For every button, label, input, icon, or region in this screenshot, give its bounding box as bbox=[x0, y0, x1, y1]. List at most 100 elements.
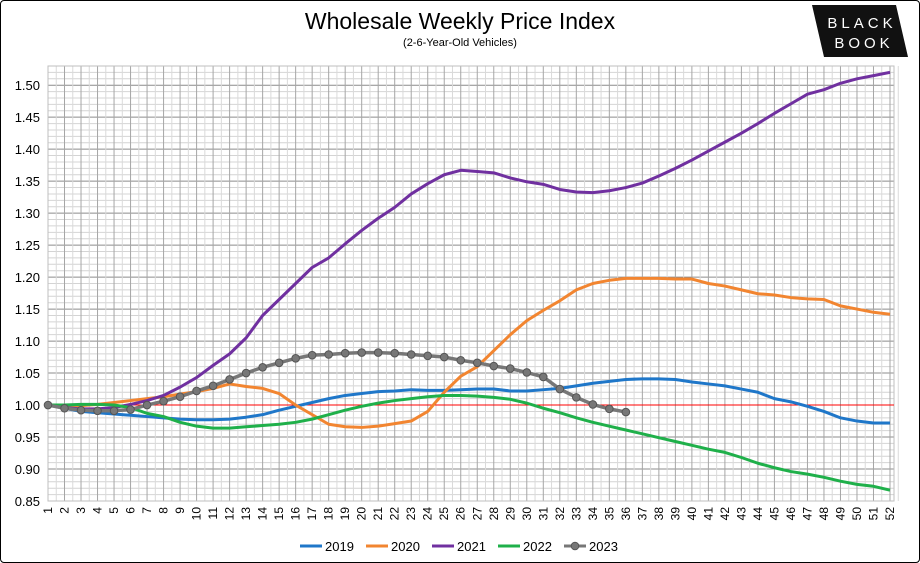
black-book-logo: BLACK BOOK bbox=[812, 5, 908, 57]
data-point-2023 bbox=[588, 400, 598, 409]
x-tick-label: 23 bbox=[404, 507, 418, 521]
legend-label-2021: 2021 bbox=[457, 539, 486, 554]
legend: 2019 2020 2021 2022 2023 bbox=[300, 539, 618, 554]
x-tick-label: 26 bbox=[454, 507, 468, 521]
x-tick-label: 25 bbox=[437, 507, 451, 521]
x-tick-label: 51 bbox=[866, 507, 880, 521]
legend-label-2020: 2020 bbox=[391, 539, 420, 554]
x-tick-label: 12 bbox=[223, 507, 237, 521]
x-tick-label: 21 bbox=[371, 507, 385, 521]
chart-title: Wholesale Weekly Price Index bbox=[304, 8, 616, 34]
x-tick-label: 3 bbox=[74, 507, 88, 514]
x-tick-label: 22 bbox=[388, 507, 402, 521]
y-tick-label: 1.30 bbox=[15, 206, 40, 221]
data-point-2023 bbox=[456, 355, 466, 365]
data-point-2023 bbox=[142, 400, 152, 410]
data-point-2023 bbox=[423, 351, 433, 361]
plot-area-border bbox=[47, 65, 895, 502]
series-line-2022 bbox=[48, 393, 891, 492]
y-tick-label: 1.45 bbox=[15, 110, 40, 125]
x-tick-label: 37 bbox=[635, 507, 649, 521]
series-line-2019 bbox=[47, 377, 890, 425]
data-point-2023 bbox=[522, 368, 532, 377]
data-point-2023 bbox=[109, 406, 119, 416]
data-point-2023 bbox=[126, 405, 135, 414]
data-point-2023 bbox=[555, 384, 565, 394]
chart-subtitle: (2-6-Year-Old Vehicles) bbox=[403, 37, 517, 49]
x-tick-label: 14 bbox=[256, 507, 270, 521]
x-tick-label: 15 bbox=[272, 507, 286, 521]
data-point-2023 bbox=[505, 364, 515, 373]
y-tick-label: 0.85 bbox=[15, 494, 40, 509]
x-tick-label: 9 bbox=[173, 507, 187, 514]
x-tick-label: 5 bbox=[107, 507, 121, 514]
x-tick-label: 39 bbox=[668, 507, 682, 521]
y-tick-label: 1.35 bbox=[15, 174, 40, 189]
data-point-2023 bbox=[258, 363, 267, 372]
x-tick-label: 38 bbox=[652, 507, 666, 521]
x-tick-label: 46 bbox=[784, 507, 798, 521]
y-tick-label: 1.40 bbox=[15, 142, 40, 157]
x-tick-label: 2 bbox=[58, 507, 72, 514]
x-tick-label: 32 bbox=[553, 507, 567, 521]
y-tick-label: 1.20 bbox=[15, 270, 40, 285]
x-tick-label: 52 bbox=[883, 507, 897, 521]
data-point-2023 bbox=[373, 348, 383, 357]
x-tick-label: 45 bbox=[767, 507, 781, 521]
y-tick-label: 1.10 bbox=[15, 334, 40, 349]
svg-text:BOOK: BOOK bbox=[834, 35, 893, 52]
data-point-2023 bbox=[291, 354, 300, 363]
data-point-2023 bbox=[324, 350, 333, 359]
data-point-2023 bbox=[390, 348, 400, 358]
data-point-2023 bbox=[208, 381, 218, 391]
x-tick-label: 16 bbox=[289, 507, 303, 521]
legend-label-2022: 2022 bbox=[523, 539, 552, 554]
x-tick-label: 29 bbox=[503, 507, 517, 521]
legend-label-2023: 2023 bbox=[589, 539, 618, 554]
data-point-2023 bbox=[489, 361, 499, 371]
data-point-2023 bbox=[621, 407, 631, 417]
x-tick-label: 47 bbox=[800, 507, 814, 521]
legend-label-2019: 2019 bbox=[325, 539, 354, 554]
x-tick-label: 42 bbox=[718, 507, 732, 521]
x-tick-label: 10 bbox=[190, 507, 204, 521]
x-tick-label: 4 bbox=[91, 507, 105, 514]
data-point-2023 bbox=[60, 403, 69, 413]
x-tick-label: 31 bbox=[536, 507, 550, 521]
x-tick-label: 44 bbox=[751, 507, 765, 521]
data-point-2023 bbox=[605, 404, 614, 414]
data-point-2023 bbox=[175, 392, 185, 402]
x-tick-label: 8 bbox=[157, 507, 171, 514]
x-tick-label: 17 bbox=[305, 507, 319, 521]
x-tick-label: 34 bbox=[586, 507, 600, 521]
data-point-2023 bbox=[538, 372, 548, 382]
data-point-2023 bbox=[192, 386, 201, 396]
x-tick-label: 7 bbox=[140, 507, 154, 514]
x-tick-label: 50 bbox=[850, 507, 864, 521]
svg-text:BLACK: BLACK bbox=[827, 15, 896, 32]
x-tick-label: 13 bbox=[239, 507, 253, 521]
grid bbox=[47, 65, 899, 502]
data-point-2023 bbox=[340, 348, 350, 358]
data-point-2023 bbox=[274, 358, 284, 368]
data-point-2023 bbox=[406, 350, 416, 359]
data-point-2023 bbox=[307, 350, 317, 360]
data-point-2023 bbox=[241, 368, 251, 378]
x-tick-label: 49 bbox=[833, 507, 847, 521]
x-tick-label: 35 bbox=[602, 507, 616, 521]
x-tick-label: 24 bbox=[421, 507, 435, 521]
data-point-2023 bbox=[357, 348, 366, 357]
y-tick-label: 0.95 bbox=[15, 430, 40, 445]
data-point-2023 bbox=[43, 400, 53, 410]
y-tick-label: 1.05 bbox=[15, 366, 40, 381]
legend-marker-2023 bbox=[570, 541, 580, 551]
data-point-2023 bbox=[572, 393, 581, 402]
y-tick-label: 0.90 bbox=[15, 462, 40, 477]
x-tick-label: 11 bbox=[206, 507, 220, 520]
data-point-2023 bbox=[159, 396, 168, 406]
x-tick-label: 40 bbox=[685, 507, 699, 521]
x-tick-label: 36 bbox=[619, 507, 633, 521]
data-point-2023 bbox=[439, 352, 449, 362]
x-tick-label: 19 bbox=[338, 507, 352, 521]
